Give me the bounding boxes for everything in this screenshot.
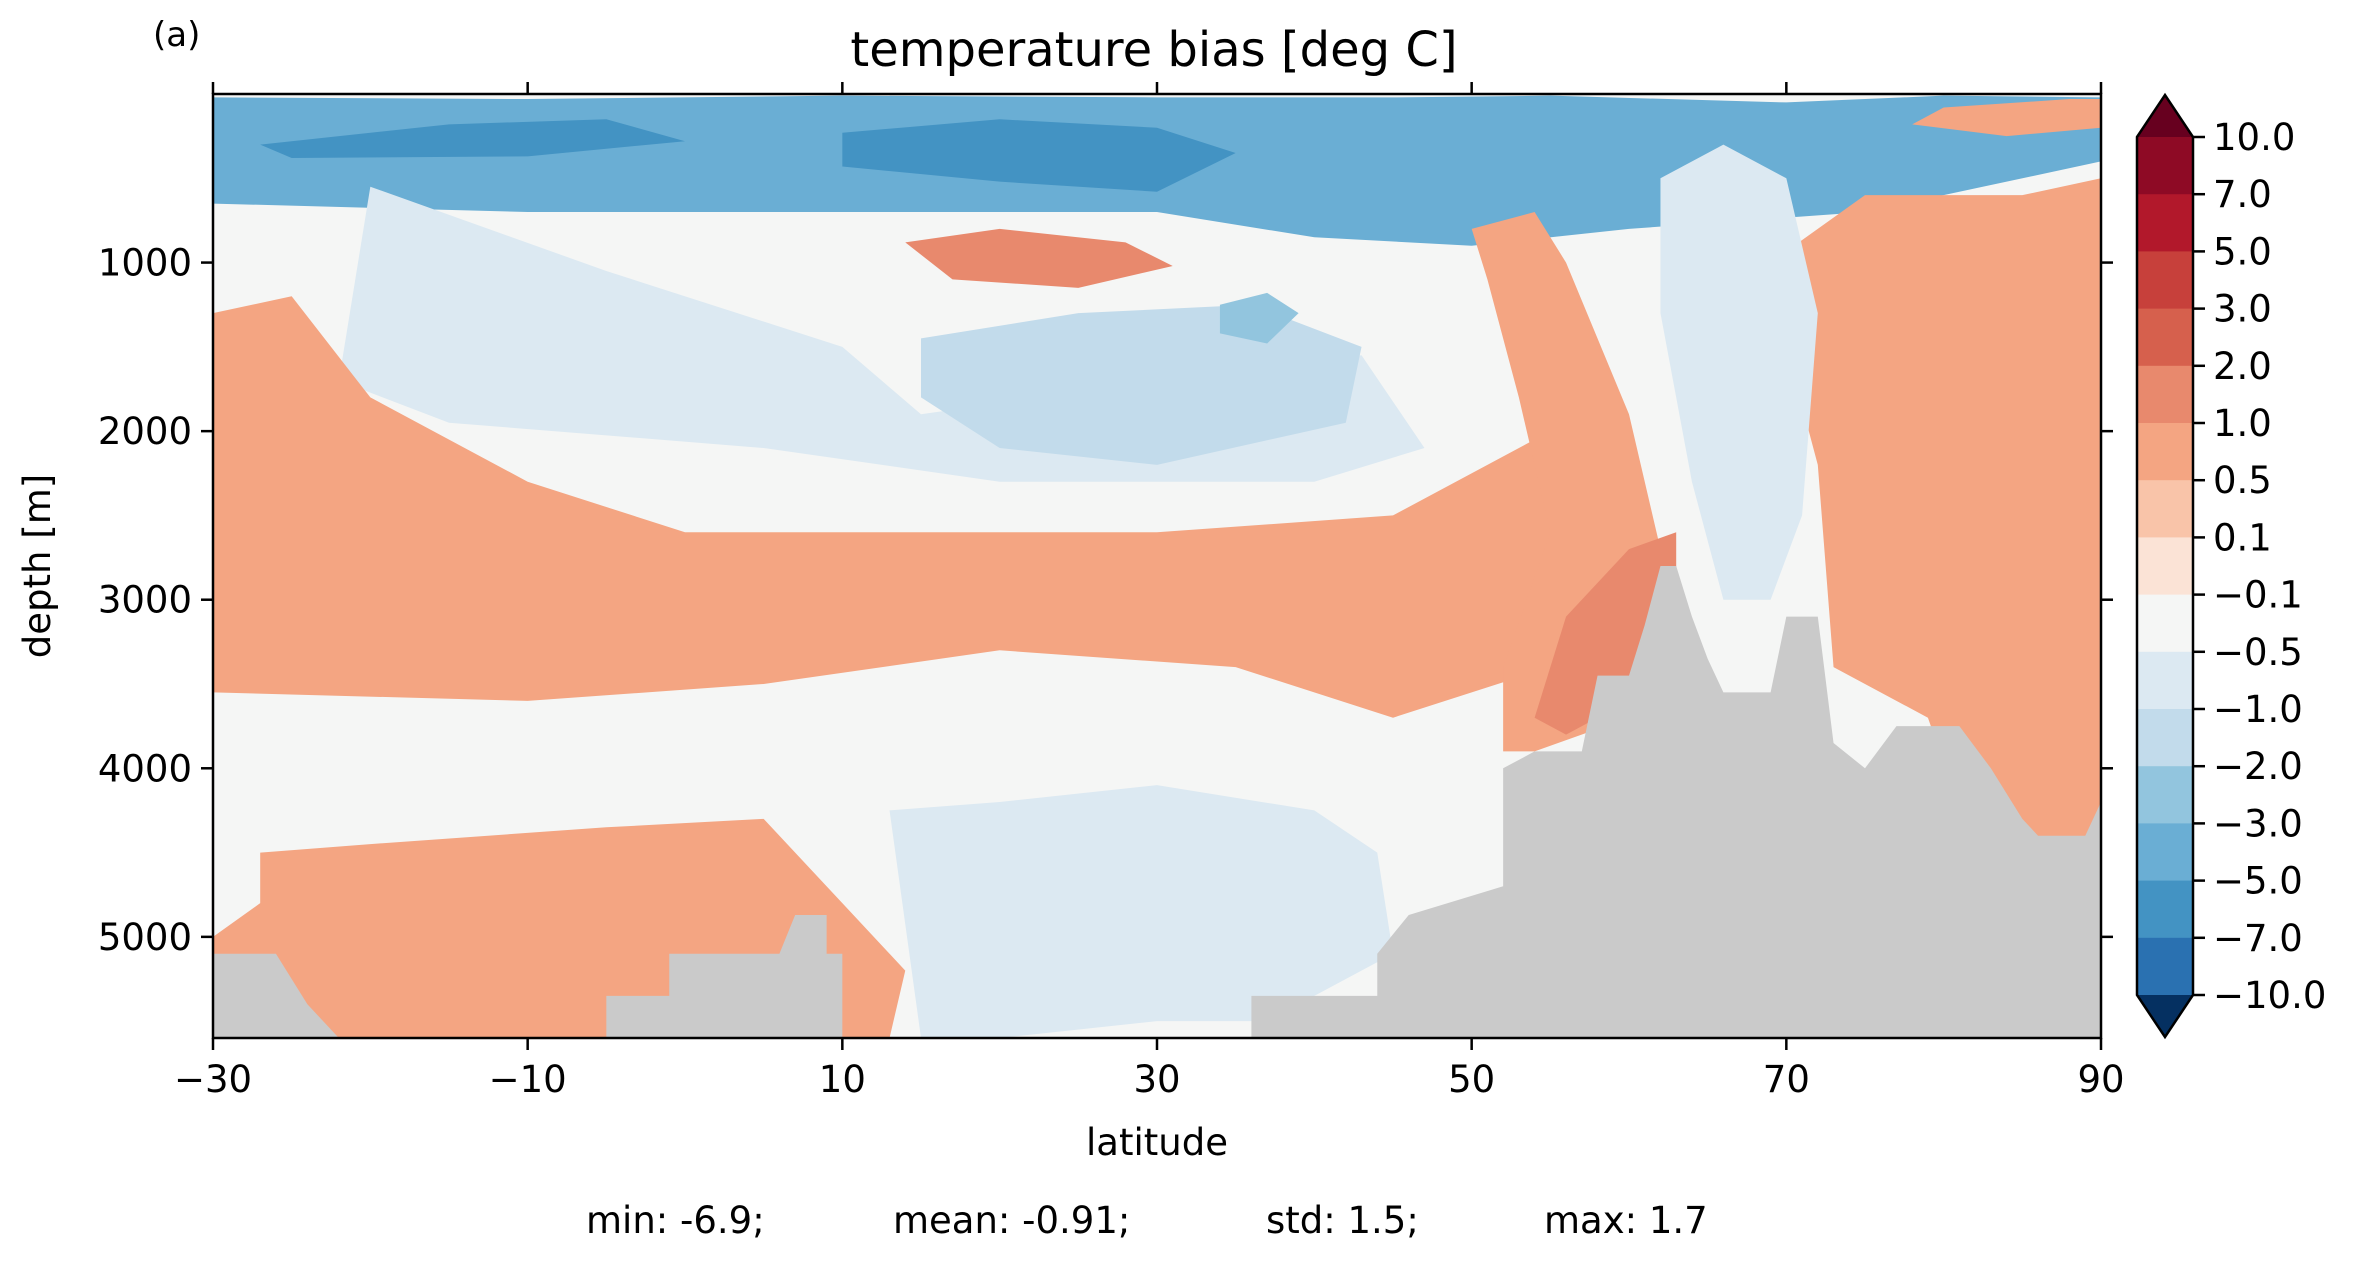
colorbar-swatch [2137,537,2193,596]
colorbar-swatch [2137,137,2193,195]
bias-region-14 [1912,99,2101,137]
seafloor-bathymetry [213,566,2101,1038]
x-tick-label: −30 [174,1058,252,1101]
x-axis: −30 −10 10 30 50 70 90 [174,82,2125,1101]
x-tick-label: 30 [1133,1058,1180,1101]
stat-min: min: -6.9; [586,1199,765,1242]
colorbar-swatch [2137,651,2193,710]
chart-title: temperature bias [deg C] [850,22,1457,78]
x-tick-label: 50 [1448,1058,1495,1101]
y-axis-label: depth [m] [16,474,59,658]
bias-region-10 [1770,178,2101,853]
colorbar-tick-label: −3.0 [2213,802,2303,845]
colorbar-swatch [2137,308,2193,367]
x-tick-label: 10 [819,1058,866,1101]
colorbar-swatch [2137,194,2193,252]
bias-region-12 [1534,532,1677,735]
y-tick-label: 5000 [98,916,192,959]
colorbar-tick-label: 2.0 [2213,345,2272,388]
bias-region-3 [905,228,1173,288]
x-tick-label: 70 [1763,1058,1810,1101]
y-tick-label: 4000 [98,747,192,790]
bias-region-13 [1660,144,1818,600]
y-tick-label: 1000 [98,242,192,285]
y-tick-label: 2000 [98,410,192,453]
x-axis-label: latitude [1086,1121,1228,1164]
panel-label: (a) [153,15,200,55]
colorbar-tick-label: 0.1 [2213,516,2272,559]
colorbar-tick-label: −1.0 [2213,688,2303,731]
bias-region-2 [842,119,1236,192]
stat-max: max: 1.7 [1544,1199,1708,1242]
colorbar-swatch [2137,365,2193,424]
bias-region-9 [889,785,1393,1038]
colorbar-tick-label: −5.0 [2213,860,2303,903]
colorbar-tick-label: −10.0 [2213,974,2326,1017]
colorbar-tick-label: 7.0 [2213,173,2272,216]
colorbar-tick-label: −7.0 [2213,917,2303,960]
colorbar-tick-label: 5.0 [2213,230,2272,273]
colorbar-extend-low [2137,995,2193,1037]
statistics-line: min: -6.9; mean: -0.91; std: 1.5; max: 1… [586,1199,1708,1242]
colorbar-tick-label: −0.1 [2213,574,2303,617]
colorbar-swatch [2137,480,2193,538]
colorbar-tick-label: 3.0 [2213,288,2272,331]
colorbar-tick-label: −0.5 [2213,631,2303,674]
bias-region-5 [921,304,1362,465]
bias-region-6 [1219,292,1299,344]
bias-region-7 [213,296,1645,718]
colorbar-tick-label: 1.0 [2213,402,2272,445]
colorbar-swatch [2137,766,2193,824]
colorbar-tick-label: 10.0 [2213,116,2295,159]
colorbar: 10.0 7.0 5.0 3.0 2.0 1.0 0.5 0.1 −0.1 −0.5 −1.0 −2.… [2135,92,2326,1040]
colorbar-swatch [2137,880,2193,939]
stat-mean: mean: -0.91; [893,1199,1130,1242]
x-tick-label: −10 [489,1058,567,1101]
y-axis: 1000 2000 3000 4000 5000 [98,242,2113,959]
y-tick-label: 3000 [98,579,192,622]
colorbar-tick-label: −2.0 [2213,745,2303,788]
bias-region-1 [260,119,685,159]
colorbar-swatch [2137,594,2193,653]
x-tick-label: 90 [2077,1058,2124,1101]
colorbar-extend-high [2137,95,2193,137]
colorbar-swatch [2137,251,2193,310]
colorbar-swatch [2137,937,2193,996]
colorbar-swatch [2137,423,2193,481]
plot-area [213,94,2101,1038]
colorbar-swatch [2137,823,2193,882]
colorbar-tick-label: 0.5 [2213,459,2272,502]
colorbar-swatch [2137,709,2193,767]
stat-std: std: 1.5; [1266,1199,1419,1242]
